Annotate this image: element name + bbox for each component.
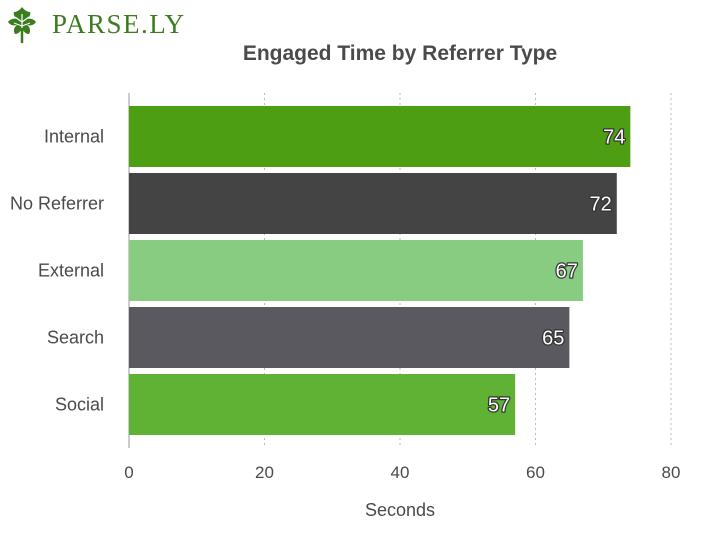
parsley-leaf-icon [8, 7, 36, 44]
x-axis-title: Seconds [365, 500, 435, 520]
chart-bars: 74 72 67 65 57 [129, 106, 631, 435]
bar-social [129, 374, 516, 435]
brand-name: PARSE.LY [52, 8, 186, 39]
data-label: 67 [556, 261, 578, 283]
bar-internal [129, 106, 631, 167]
category-label: Internal [44, 127, 104, 147]
x-tick-label: 80 [662, 463, 681, 482]
parsely-logo: PARSE.LY [2, 4, 186, 44]
x-tick-label: 0 [124, 463, 133, 482]
data-label: 72 [590, 194, 612, 216]
category-label: Social [55, 395, 104, 415]
chart-title: Engaged Time by Referrer Type [243, 42, 557, 65]
x-axis-tick-labels: 0 20 40 60 80 [124, 463, 680, 482]
x-tick-label: 20 [255, 463, 274, 482]
category-label: No Referrer [10, 194, 104, 214]
bar-external [129, 240, 583, 301]
x-tick-label: 40 [391, 463, 410, 482]
bar-search [129, 307, 570, 368]
data-label: 65 [542, 328, 564, 350]
x-tick-label: 60 [526, 463, 545, 482]
category-label: External [38, 261, 104, 281]
category-label: Search [47, 328, 104, 348]
category-labels: Internal No Referrer External Search Social [10, 127, 104, 415]
bar-no-referrer [129, 173, 617, 234]
data-label: 57 [488, 395, 510, 417]
data-label: 74 [603, 127, 625, 149]
